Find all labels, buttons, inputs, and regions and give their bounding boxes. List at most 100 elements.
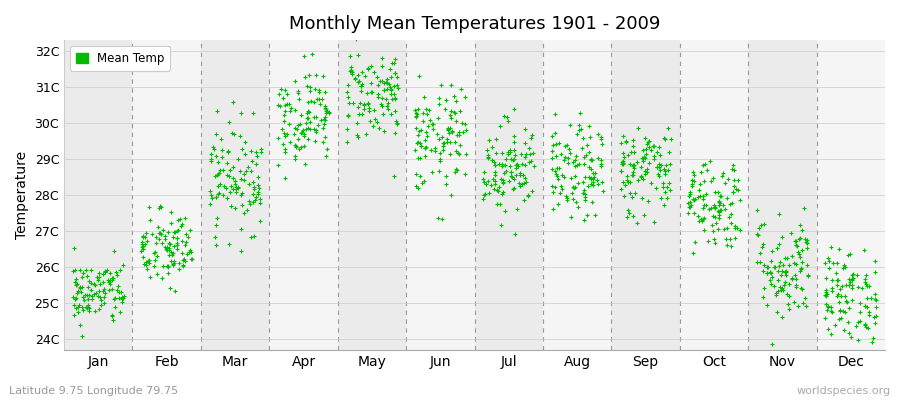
Point [138,234,152,240]
Point [96,300,111,306]
Point [227,131,241,138]
Point [833,315,848,322]
Point [80,272,94,279]
Point [155,275,169,281]
Point [211,171,225,177]
Point [509,161,524,168]
Point [561,160,575,166]
Point [725,189,740,196]
Point [594,161,608,168]
Point [87,280,102,287]
Point [518,180,532,186]
Point [721,176,735,182]
Point [67,302,81,309]
Point [658,136,672,142]
Point [788,238,803,245]
Point [363,118,377,124]
Point [178,231,193,238]
Point [508,105,522,112]
Point [574,126,589,132]
Point [546,189,561,195]
Point [697,178,711,184]
Point [510,205,525,212]
Point [751,258,765,265]
Point [241,163,256,170]
Point [450,132,464,138]
Point [222,119,237,125]
Point [642,138,656,144]
Point [443,112,457,118]
Point [412,140,427,146]
Point [377,87,392,94]
Point [164,258,178,264]
Point [846,271,860,278]
Point [320,110,334,116]
Point [276,141,291,148]
Point [750,231,764,237]
Point [770,268,785,274]
Point [491,184,506,190]
Point [583,166,598,172]
Point [115,298,130,305]
Point [775,234,789,240]
Point [292,96,306,103]
Point [590,180,605,187]
Point [251,189,266,195]
Point [449,118,464,124]
Point [361,105,375,112]
Point [839,297,853,304]
Point [444,81,458,88]
Point [73,284,87,290]
Point [139,261,153,268]
Point [727,166,742,173]
Point [414,143,428,150]
Point [163,240,177,247]
Point [571,204,585,210]
Point [554,172,569,179]
Point [388,56,402,62]
Point [318,134,332,141]
Point [502,147,517,153]
Point [162,285,176,291]
Point [636,154,651,160]
Point [595,141,609,148]
Point [274,126,289,132]
Point [409,114,423,120]
Point [103,277,117,283]
Point [212,190,226,196]
Point [801,273,815,279]
Bar [201,40,269,350]
Point [552,140,566,146]
Point [846,274,860,281]
Point [94,297,108,304]
Point [832,285,847,292]
Point [845,277,859,284]
Point [82,277,96,284]
Point [594,157,608,163]
Point [135,246,149,252]
Point [448,148,463,154]
Point [850,318,865,325]
Point [322,110,337,116]
Point [177,255,192,262]
Point [441,126,455,132]
Point [799,262,814,268]
Point [390,74,404,80]
Point [760,302,775,308]
Point [663,186,678,193]
Point [351,103,365,110]
Point [568,184,582,190]
Point [764,270,778,276]
Point [372,125,386,131]
Point [503,163,517,170]
Point [861,309,876,315]
Point [96,294,111,301]
Point [300,115,314,121]
Point [508,164,523,171]
Point [658,189,672,195]
Point [277,112,292,118]
Point [578,194,592,201]
Point [500,151,515,158]
Point [230,156,245,163]
Point [206,144,220,150]
